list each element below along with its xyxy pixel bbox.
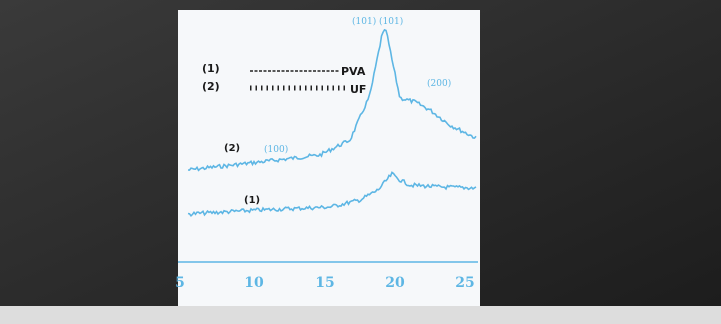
paper [178, 10, 480, 306]
x-tick-label: 10 [244, 275, 264, 291]
peak-label: (101) (101) [352, 16, 403, 27]
curve-pva [187, 171, 477, 217]
peak-label: (100) [264, 144, 288, 155]
peak-label: (200) [427, 78, 451, 89]
x-tick-label: 15 [315, 275, 334, 291]
x-tick-label: 25 [455, 275, 474, 291]
legend-marker: (2) [202, 80, 220, 93]
x-tick-label: 20 [385, 275, 405, 291]
curve-uf [187, 28, 477, 172]
bottom-edge [0, 306, 721, 324]
curve-label: (1) [244, 195, 260, 206]
curve-label: (2) [224, 143, 240, 154]
legend-label: PVA [341, 65, 366, 78]
legend-marker: (1) [202, 62, 220, 75]
legend-label: UF [350, 83, 366, 96]
x-tick-label: 5 [175, 275, 185, 291]
